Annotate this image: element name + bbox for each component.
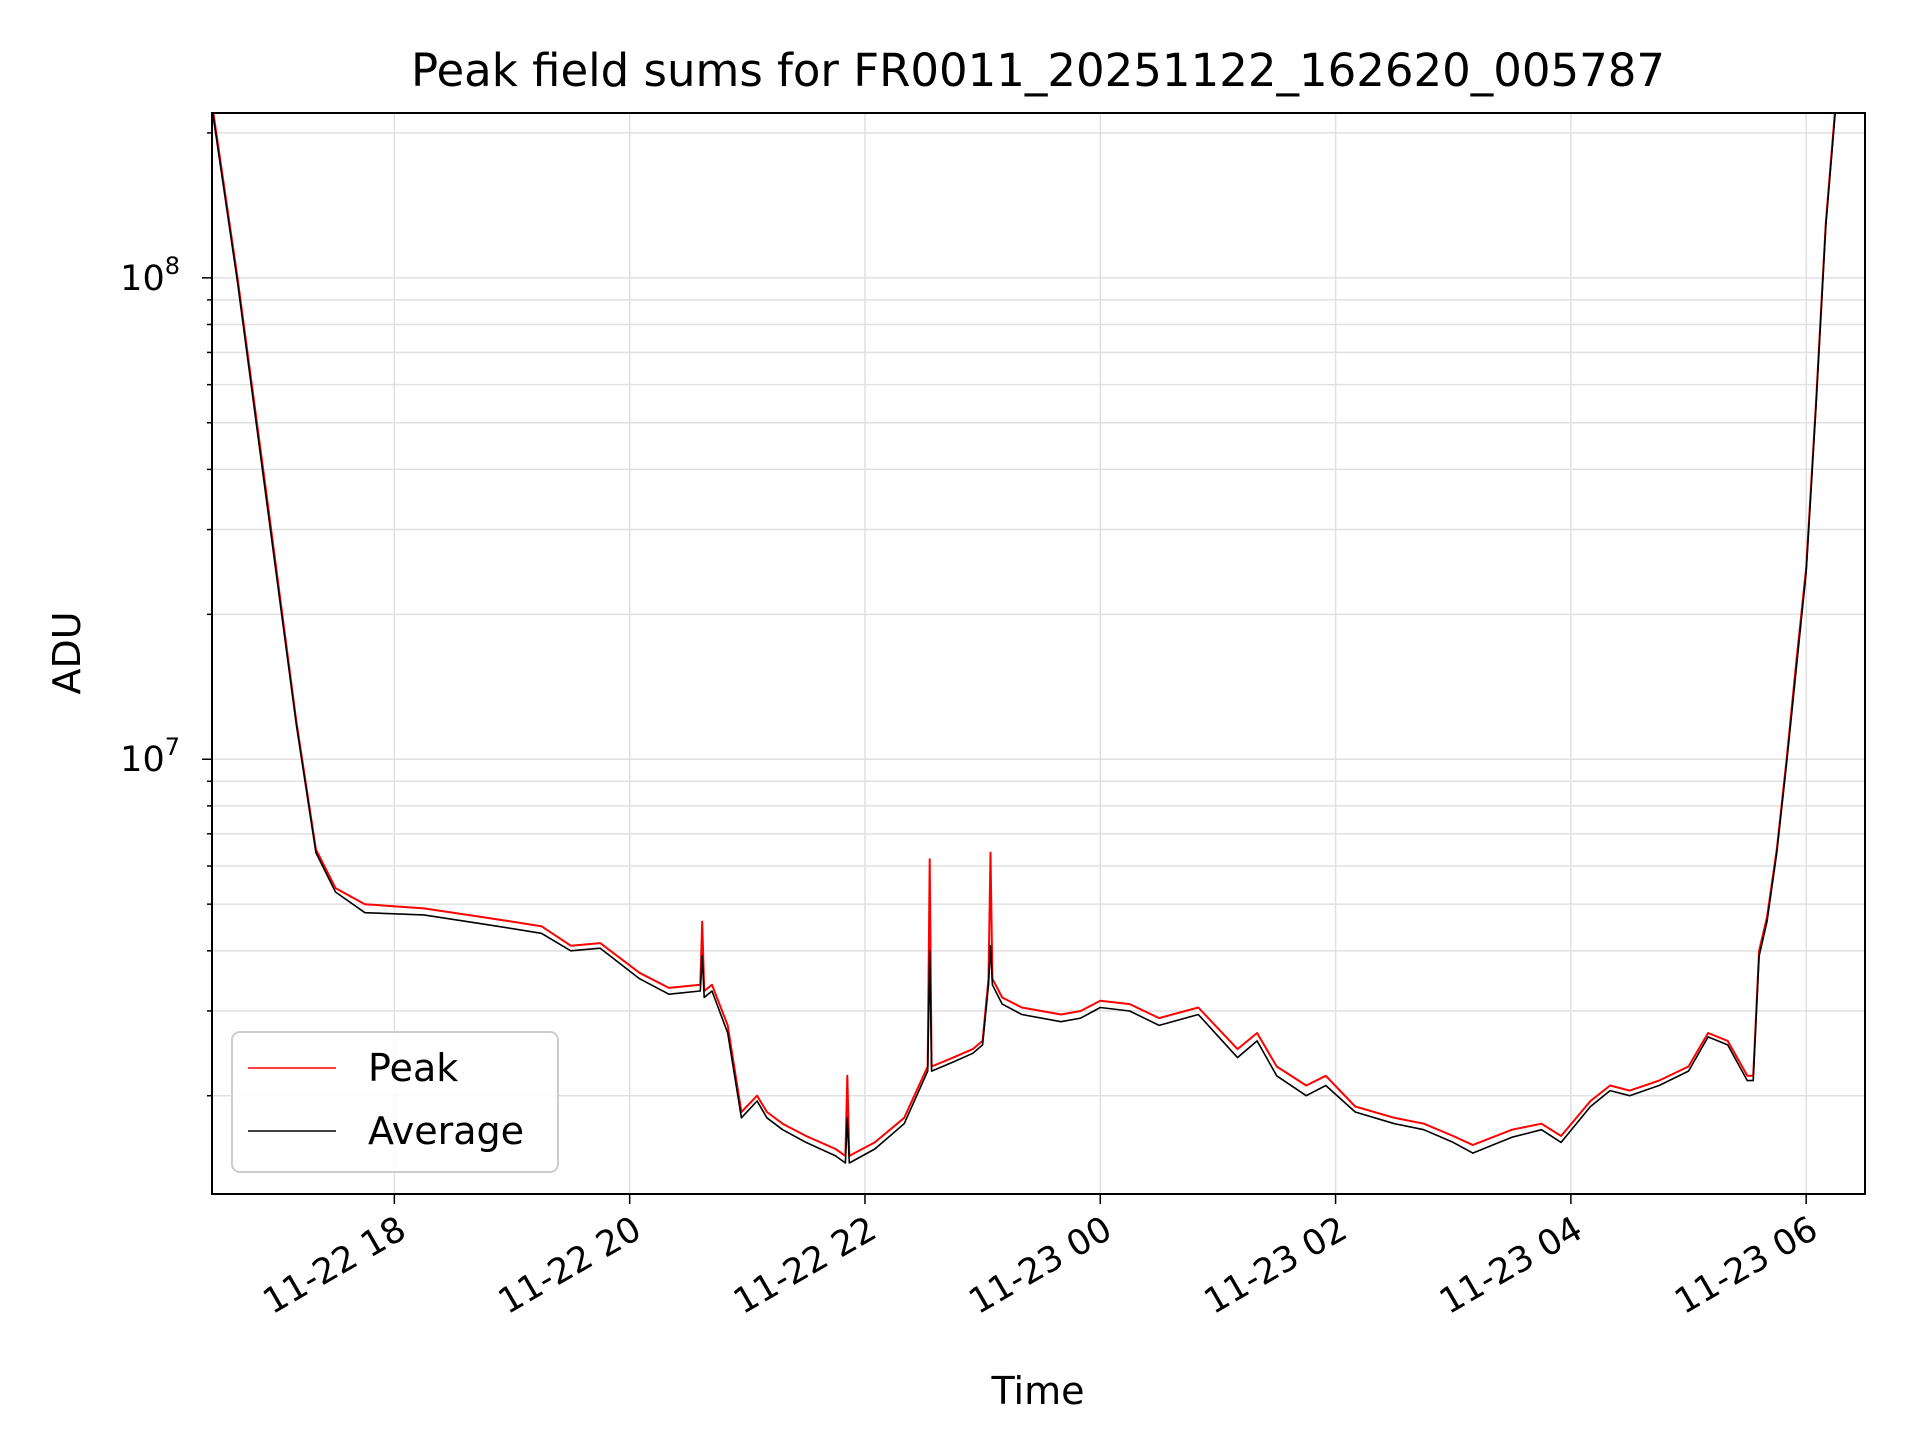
y-tick-base: 10 [120, 740, 165, 780]
y-tick-exponent: 8 [165, 252, 180, 280]
series-line-peak [212, 113, 1836, 1157]
x-axis-label: Time [991, 1369, 1085, 1413]
y-tick-exponent: 7 [165, 733, 180, 761]
legend-label-average: Average [368, 1109, 524, 1153]
legend-box [231, 1031, 559, 1173]
plot-frame [211, 112, 1866, 1195]
legend: Peak Average [231, 1031, 559, 1173]
series-layer [212, 113, 1837, 1164]
legend-label-peak: Peak [368, 1046, 458, 1090]
y-tick-label: 107 [120, 733, 180, 780]
chart-title: Peak field sums for FR0011_20251122_1626… [411, 44, 1665, 97]
series-line-average [212, 113, 1837, 1164]
y-axis-label: ADU [45, 611, 89, 694]
grid [212, 113, 1865, 1194]
y-tick-label: 108 [120, 252, 180, 299]
y-tick-base: 10 [120, 259, 165, 299]
